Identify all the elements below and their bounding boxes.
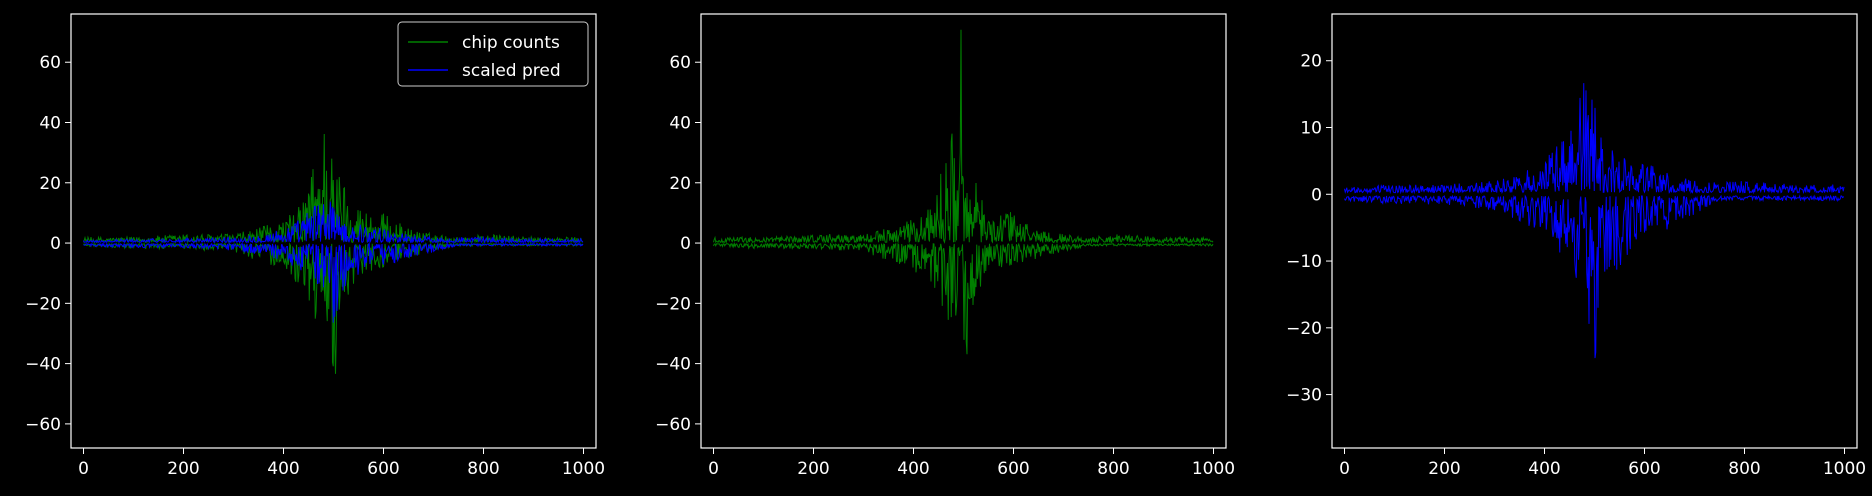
- y-tick-label: −20: [1286, 319, 1322, 339]
- plot-area: [1344, 83, 1845, 359]
- y-tick-label: 20: [1300, 52, 1322, 72]
- y-tick-label: 60: [39, 53, 61, 73]
- series-1-upper-line: [713, 29, 1214, 245]
- series-1-upper-line: [1344, 83, 1845, 195]
- y-tick-label: 10: [1300, 119, 1322, 139]
- x-tick-label: 1000: [1823, 459, 1866, 479]
- x-tick-label: 800: [1728, 459, 1760, 479]
- legend-label: scaled pred: [462, 61, 561, 81]
- series-2-lower-line: [83, 241, 584, 323]
- y-tick-label: −60: [25, 415, 61, 435]
- series-1-lower-line: [1344, 194, 1845, 359]
- y-tick-label: 0: [50, 234, 61, 254]
- y-tick-label: 40: [669, 114, 691, 134]
- x-tick-label: 600: [997, 459, 1029, 479]
- y-tick-label: −30: [1286, 386, 1322, 406]
- series-1-upper-line: [83, 133, 584, 245]
- y-tick-label: 40: [39, 114, 61, 134]
- chart-panel-1: 0 200 400 600 800 1000 −60 −40 −20 0 20 40 60 chip co…: [25, 13, 605, 479]
- x-tick-label: 1000: [562, 459, 605, 479]
- chart-panel-2: 0 200 400 600 800 1000 −60 −40 −20 0 20 40 60: [655, 13, 1235, 479]
- plot-area: [83, 133, 584, 374]
- axes-frame: [70, 13, 597, 449]
- x-tick-label: 600: [367, 459, 399, 479]
- y-tick-label: −10: [1286, 252, 1322, 272]
- y-tick-label: −60: [655, 415, 691, 435]
- y-tick-label: 0: [680, 234, 691, 254]
- x-tick-label: 600: [1628, 459, 1660, 479]
- y-tick-label: 60: [669, 53, 691, 73]
- x-tick-label: 200: [167, 459, 199, 479]
- x-tick-label: 800: [467, 459, 499, 479]
- y-tick-label: −40: [25, 355, 61, 375]
- x-tick-label: 400: [897, 459, 929, 479]
- y-tick-label: −40: [655, 355, 691, 375]
- plot-area: [713, 29, 1214, 355]
- x-tick-label: 400: [1528, 459, 1560, 479]
- x-tick-label: 800: [1097, 459, 1129, 479]
- legend-label: chip counts: [462, 33, 560, 53]
- x-tick-label: 0: [1339, 459, 1350, 479]
- series-2-upper-line: [83, 201, 584, 244]
- x-tick-label: 400: [267, 459, 299, 479]
- x-tick-label: 200: [797, 459, 829, 479]
- y-tick-label: −20: [25, 294, 61, 314]
- x-tick-label: 0: [708, 459, 719, 479]
- chart-panel-3: 0 200 400 600 800 1000 −30 −20 −10 0 10 20: [1286, 13, 1866, 479]
- y-tick-label: 0: [1311, 185, 1322, 205]
- y-tick-label: −20: [655, 294, 691, 314]
- y-tick-label: 20: [669, 174, 691, 194]
- x-tick-label: 1000: [1192, 459, 1235, 479]
- series-1-lower-line: [713, 241, 1214, 355]
- x-tick-label: 200: [1428, 459, 1460, 479]
- x-tick-label: 0: [78, 459, 89, 479]
- y-tick-label: 20: [39, 174, 61, 194]
- axes-frame: [700, 13, 1227, 449]
- legend: chip counts scaled pred: [397, 21, 589, 87]
- axes-frame: [1331, 13, 1858, 449]
